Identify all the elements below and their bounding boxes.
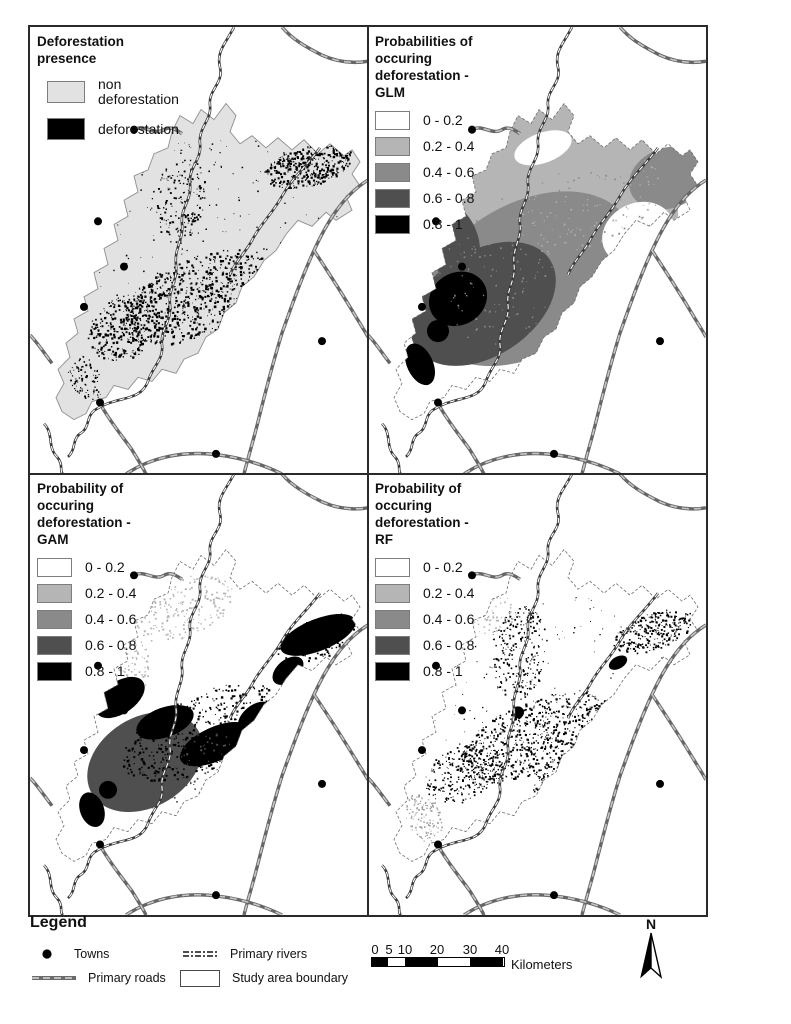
scale-bar-segments [371, 957, 505, 967]
town-dot [458, 706, 466, 715]
town-dot [550, 449, 558, 458]
town-dot [434, 840, 442, 849]
north-arrow-icon [640, 932, 663, 979]
panel-deforestation-presence: Deforestation presence non deforestation d… [30, 27, 368, 474]
map-glm [368, 27, 706, 474]
primary-road-line-icon [30, 973, 78, 983]
town-dot [318, 779, 326, 788]
legend-item-study-area: Study area boundary [180, 969, 400, 987]
scale-tick-label: 20 [429, 942, 445, 957]
town-dot [434, 398, 442, 407]
legend-item-towns: Towns [30, 947, 180, 961]
town-dot [80, 302, 88, 311]
panel-gam: Probability of occuring deforestation - GAM… [30, 474, 368, 915]
scale-bar: 0 5 10 20 30 40 Kilometers [371, 942, 601, 972]
legend-item-label: Primary roads [88, 971, 166, 985]
scale-bar-ticks: 0 5 10 20 30 40 [371, 942, 601, 957]
town-dot [80, 746, 88, 755]
town-dot [94, 217, 102, 226]
panel-divider-vertical [367, 27, 369, 915]
map-presence [30, 27, 368, 474]
map-gam [30, 474, 368, 915]
town-dot [318, 337, 326, 346]
town-dot [468, 125, 476, 134]
scale-tick-label: 0 [371, 942, 379, 957]
town-dot [418, 746, 426, 755]
town-dot [468, 571, 476, 580]
legend-item-label: Towns [74, 947, 110, 961]
legend-items-grid: Towns Primary rivers Pri [30, 942, 400, 990]
town-dot [94, 661, 102, 670]
town-dot-icon [30, 947, 64, 961]
town-dot [432, 661, 440, 670]
town-dot [656, 779, 664, 788]
town-dot [96, 398, 104, 407]
legend-item-label: Study area boundary [232, 971, 349, 985]
town-dot [120, 262, 128, 271]
scale-tick-label: 40 [494, 942, 510, 957]
bottom-legend: Legend Towns Primary rivers [30, 914, 400, 990]
town-dot [120, 706, 128, 715]
study-area-box-icon [180, 969, 220, 987]
north-arrow: N [636, 916, 666, 985]
town-dot [458, 262, 466, 271]
town-dot [418, 302, 426, 311]
legend-item-label: Primary rivers [230, 947, 308, 961]
panel-glm: Probabilities of occuring deforestation -G… [368, 27, 706, 474]
panel-divider-horizontal [30, 473, 706, 475]
town-dot [656, 337, 664, 346]
legend-heading: Legend [30, 914, 87, 931]
panel-rf: Probability of occuring deforestation - RF 0… [368, 474, 706, 915]
town-dot [212, 449, 220, 458]
legend-item-primary-rivers: Primary rivers [180, 947, 400, 961]
town-dot [96, 840, 104, 849]
town-dot [432, 217, 440, 226]
town-dot [212, 891, 220, 900]
legend-item-primary-roads: Primary roads [30, 971, 180, 985]
north-label: N [645, 916, 657, 932]
town-dot [550, 891, 558, 900]
scale-tick-label: 30 [462, 942, 478, 957]
primary-river-line-icon [180, 949, 220, 959]
scale-tick-label: 5 [385, 942, 393, 957]
town-dot [130, 125, 138, 134]
kilometers-label: Kilometers [511, 957, 573, 972]
map-rf [368, 474, 706, 915]
scale-tick-label: 10 [397, 942, 413, 957]
map-grid: Deforestation presence non deforestation d… [28, 25, 708, 917]
town-dot [130, 571, 138, 580]
